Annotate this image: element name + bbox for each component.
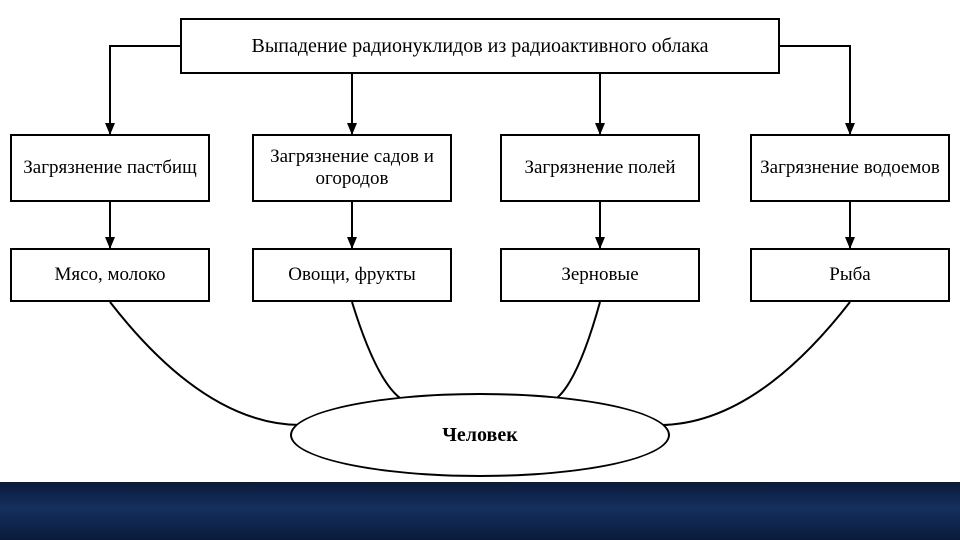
node-product-grain: Зерновые	[500, 248, 700, 302]
node-contamination-gardens: Загрязнение садов и огородов	[252, 134, 452, 202]
node-label: Загрязнение полей	[524, 157, 675, 179]
node-human: Человек	[290, 393, 670, 477]
node-contamination-pastures: Загрязнение пастбищ	[10, 134, 210, 202]
node-label: Загрязнение водоемов	[760, 157, 940, 179]
node-product-fish: Рыба	[750, 248, 950, 302]
node-label: Мясо, молоко	[54, 264, 165, 286]
node-label: Загрязнение пастбищ	[23, 157, 196, 179]
diagram-canvas: Выпадение радионуклидов из радиоактивног…	[0, 0, 960, 540]
node-human-label: Человек	[442, 424, 517, 447]
node-label: Овощи, фрукты	[288, 264, 415, 286]
node-label: Зерновые	[561, 264, 638, 286]
node-product-veg-fruit: Овощи, фрукты	[252, 248, 452, 302]
node-label: Загрязнение садов и огородов	[260, 146, 444, 190]
node-product-meat-milk: Мясо, молоко	[10, 248, 210, 302]
footer-band	[0, 482, 960, 540]
node-contamination-water: Загрязнение водоемов	[750, 134, 950, 202]
node-label: Рыба	[829, 264, 870, 286]
node-source-label: Выпадение радионуклидов из радиоактивног…	[252, 35, 709, 58]
node-contamination-fields: Загрязнение полей	[500, 134, 700, 202]
node-source: Выпадение радионуклидов из радиоактивног…	[180, 18, 780, 74]
